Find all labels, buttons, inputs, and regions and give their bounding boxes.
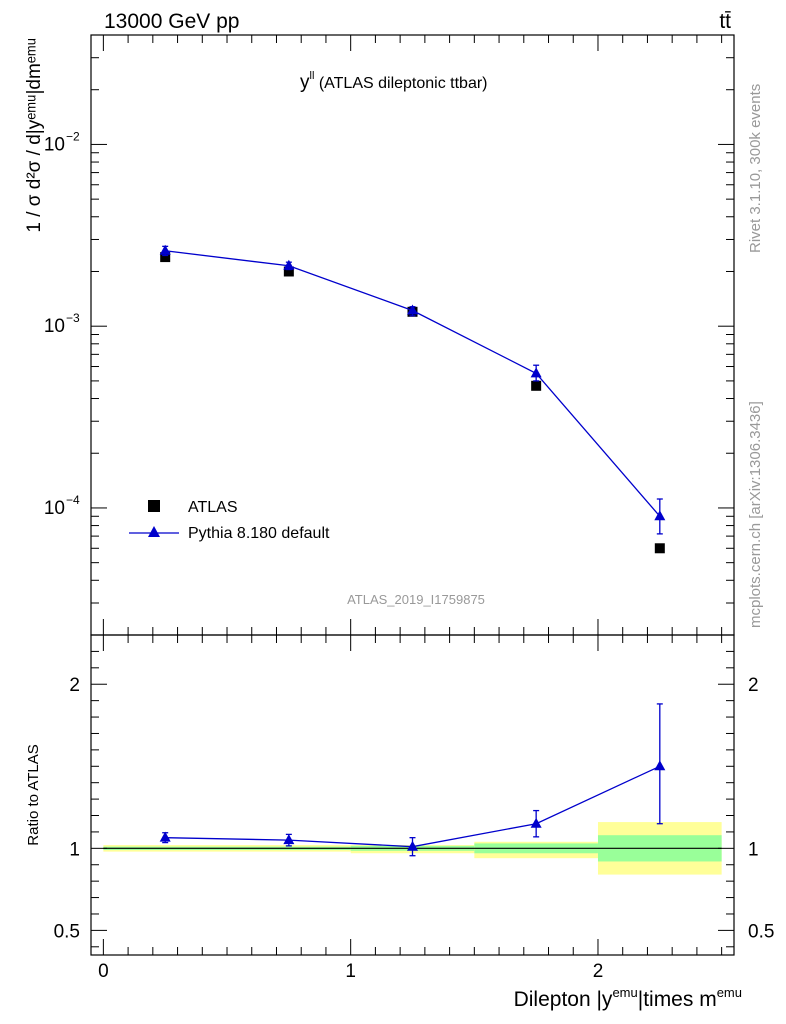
ratio-plot-panel: 0.5 0.5 1 1 2 2 0 1 2 Ratio to ATLAS Dilepton |y…	[25, 634, 774, 1011]
ratio-data-point	[159, 831, 171, 842]
energy-label: 13000 GeV pp	[104, 10, 239, 33]
x-tick-label: 2	[593, 961, 604, 982]
main-y-tick-exponent: −2	[66, 129, 80, 143]
ratio-y-tick-label: 1	[69, 839, 80, 860]
plot-title-rest: (ATLAS dileptonic ttbar)	[314, 75, 487, 92]
x-axis-label-sup1: emu	[612, 985, 637, 1000]
ratio-plot-frame	[90, 634, 735, 956]
plot-title-main: y	[300, 72, 310, 93]
ratio-y-tick-label: 0.5	[54, 921, 80, 942]
ratio-y-tick-label-right: 1	[748, 839, 759, 860]
x-axis-label-main: Dilepton |y	[514, 988, 613, 1011]
pythia-data-point	[654, 510, 666, 521]
ratio-data-point	[530, 817, 542, 828]
pythia-data-point	[283, 259, 295, 270]
legend-atlas-label: ATLAS	[188, 499, 238, 516]
atlas-data-point	[160, 252, 171, 263]
main-plot-axes: 10−410−310−2	[44, 34, 734, 636]
pythia-data-point	[159, 244, 171, 255]
ratio-y-tick-label-right: 2	[748, 675, 759, 696]
pythia-data-point	[407, 304, 418, 315]
atlas-data-point	[654, 543, 665, 554]
pythia-data-point	[530, 367, 542, 378]
x-tick-label: 0	[98, 961, 109, 982]
ratio-y-axis-label: Ratio to ATLAS	[25, 744, 42, 845]
analysis-tag: ATLAS_2019_I1759875	[347, 592, 485, 607]
atlas-data-point	[531, 380, 542, 391]
legend-atlas-marker	[148, 500, 160, 512]
ratio-y-tick-label-right: 0.5	[748, 921, 774, 942]
ratio-data-point	[283, 834, 295, 845]
main-y-tick-label: 10	[44, 316, 65, 337]
legend: ATLAS Pythia 8.180 default	[129, 499, 330, 542]
x-tick-label: 1	[345, 961, 356, 982]
main-y-axis-label: 1 / σ d²σ / d|yᵉᵐᵘ|dmᵉᵐᵘ	[24, 38, 45, 233]
main-y-tick-exponent: −4	[66, 493, 80, 507]
main-plot-panel: 10−410−310−2 yll (ATLAS dileptonic ttbar…	[24, 34, 735, 636]
plot-title: yll (ATLAS dileptonic ttbar)	[300, 70, 488, 93]
main-plot-marks	[159, 244, 666, 554]
pythia-series-line	[165, 250, 661, 517]
x-axis-label-sup2: emu	[717, 985, 742, 1000]
rivet-version-label: Rivet 3.1.10, 300k events	[747, 84, 764, 253]
main-y-tick-label: 10	[44, 498, 65, 519]
process-label: tt̄	[719, 10, 731, 33]
x-axis-label: Dilepton |yemu|times memu	[514, 985, 742, 1011]
atlas-data-point	[283, 266, 294, 277]
main-y-tick-label: 10	[44, 134, 65, 155]
legend-pythia-label: Pythia 8.180 default	[188, 525, 330, 542]
ratio-series-line	[165, 765, 661, 848]
ratio-plot-axes: 0.5 0.5 1 1 2 2 0 1 2	[54, 635, 774, 982]
main-plot-frame	[90, 34, 735, 636]
ratio-y-tick-label: 2	[69, 675, 80, 696]
ratio-data-point	[407, 840, 418, 851]
ratio-data-point	[654, 760, 666, 771]
main-y-tick-exponent: −3	[66, 311, 80, 325]
plot-title-superscript: ll	[310, 70, 315, 82]
ratio-plot-marks	[103, 703, 722, 875]
legend-pythia-marker	[148, 526, 160, 537]
x-axis-label-mid: |times m	[638, 988, 717, 1011]
source-label: mcplots.cern.ch [arXiv:1306.3436]	[747, 401, 764, 628]
